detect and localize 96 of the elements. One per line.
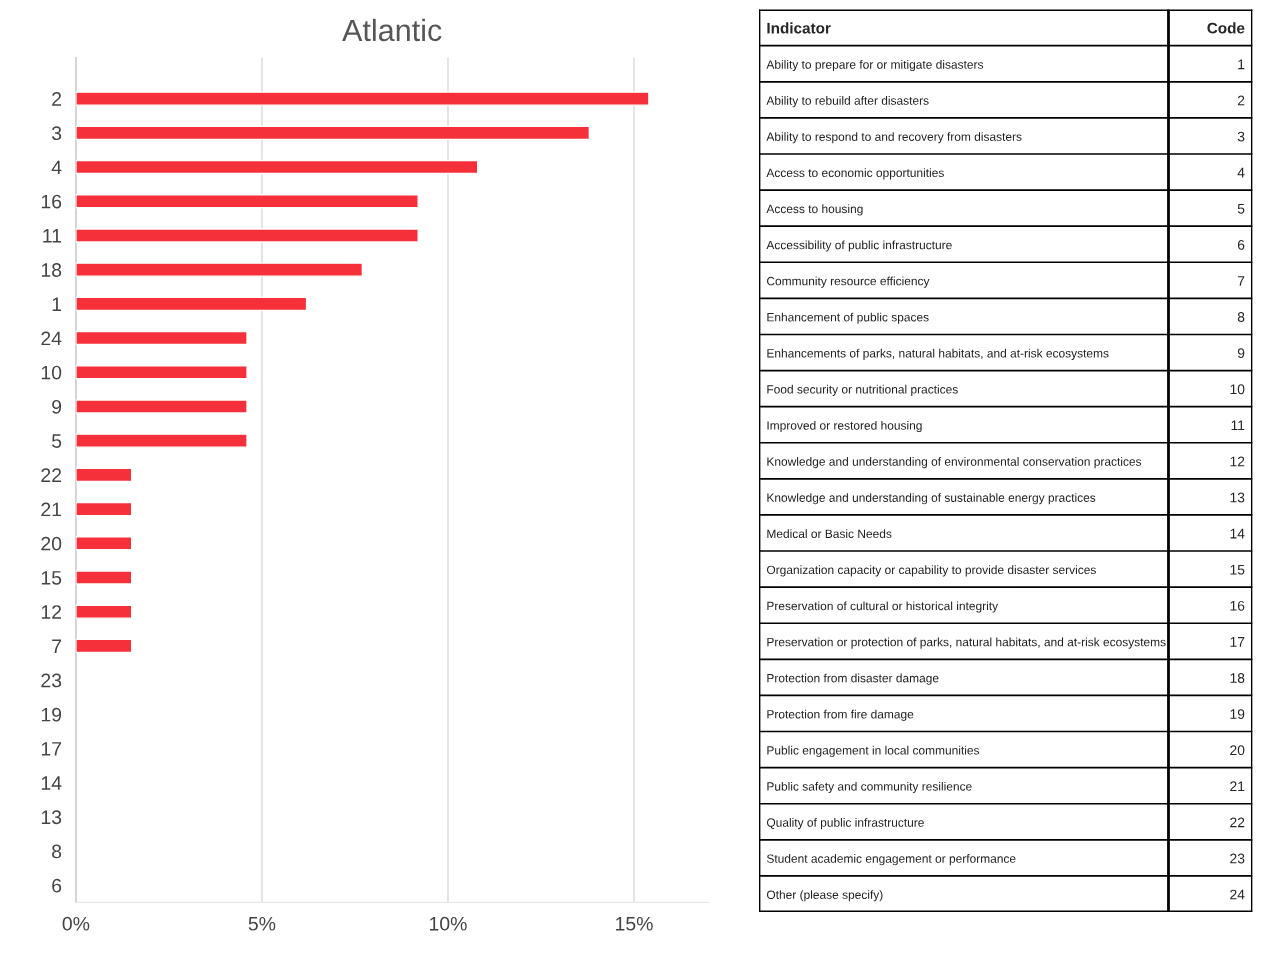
y-tick-label: 2 xyxy=(52,92,62,106)
bar xyxy=(75,91,650,106)
x-tick-label: 15% xyxy=(616,916,653,931)
data-label: 18 xyxy=(1230,673,1245,683)
data-label: 21 xyxy=(1230,781,1245,792)
category-label: Protection from disaster damage xyxy=(767,673,939,685)
y-tick-label: 1 xyxy=(52,297,62,311)
y-tick-label: 16 xyxy=(41,194,62,209)
chart-title: Atlantic xyxy=(342,18,442,42)
x-tick-label: 10% xyxy=(429,916,467,931)
y-tick-label: 10 xyxy=(41,365,62,380)
category-label: Organization capacity or capability to provide disaster services xyxy=(766,565,1096,577)
bar xyxy=(75,467,133,483)
data-label: 3 xyxy=(1237,131,1245,142)
y-tick-label: 19 xyxy=(41,707,62,722)
bar xyxy=(75,604,133,619)
category-label: Other (please specify) xyxy=(766,890,883,902)
data-label: 19 xyxy=(1230,709,1245,720)
bar xyxy=(75,433,248,448)
data-label: 15 xyxy=(1230,564,1245,575)
data-label: 2 xyxy=(1237,95,1245,106)
bar xyxy=(75,536,133,551)
bar xyxy=(75,296,308,312)
category-label: Ability to respond to and recovery from disasters xyxy=(766,132,1022,144)
y-tick-label: 18 xyxy=(41,263,62,277)
bar xyxy=(75,330,248,346)
data-label: 22 xyxy=(1230,817,1245,828)
category-label: Access to economic opportunities xyxy=(766,168,944,180)
category-label: Student academic engagement or performance xyxy=(766,854,1016,866)
category-label: Quality of public infrastructure xyxy=(766,818,924,830)
data-label: 24 xyxy=(1230,889,1245,900)
category-label: Access to housing xyxy=(766,204,863,216)
bar xyxy=(75,228,419,243)
y-tick-label: 9 xyxy=(52,399,62,414)
category-label: Protection from fire damage xyxy=(767,709,914,721)
y-tick-label: 8 xyxy=(52,844,62,859)
y-tick-label: 3 xyxy=(51,126,62,141)
data-label: 4 xyxy=(1237,167,1245,178)
y-tick-label: 4 xyxy=(51,160,62,175)
category-label: Knowledge and understanding of sustainable energy practices xyxy=(767,493,1096,505)
data-label: 17 xyxy=(1230,637,1245,647)
data-label: 14 xyxy=(1230,528,1245,539)
category-label: Ability to rebuild after disasters xyxy=(766,96,929,108)
data-label: 8 xyxy=(1237,312,1245,322)
data-label: 16 xyxy=(1230,600,1245,611)
y-tick-label: 15 xyxy=(41,571,62,585)
data-label: 6 xyxy=(1237,239,1245,250)
bar xyxy=(75,501,133,517)
bar xyxy=(75,638,133,654)
text: Indicator xyxy=(767,22,831,34)
category-label: Medical or Basic Needs xyxy=(767,529,892,538)
data-label: 10 xyxy=(1230,384,1245,395)
category-label: Food security or nutritional practices xyxy=(767,384,958,396)
data-label: 1 xyxy=(1238,59,1245,70)
bar xyxy=(75,125,591,141)
bar xyxy=(75,399,248,414)
category-label: Preservation of cultural or historical integrity xyxy=(767,601,999,613)
bar xyxy=(75,194,419,209)
data-label: 5 xyxy=(1237,203,1245,214)
data-label: 23 xyxy=(1230,853,1245,864)
data-label: 20 xyxy=(1230,745,1245,756)
y-tick-label: 13 xyxy=(41,810,62,825)
y-tick-label: 17 xyxy=(41,742,62,756)
y-tick-label: 6 xyxy=(52,878,62,893)
y-tick-label: 11 xyxy=(43,229,62,243)
y-tick-label: 14 xyxy=(41,776,62,790)
y-tick-label: 21 xyxy=(41,502,62,517)
x-tick-label: 5% xyxy=(248,916,276,931)
data-label: 9 xyxy=(1237,348,1245,359)
category-label: Public safety and community resilience xyxy=(767,781,972,794)
y-tick-label: 20 xyxy=(41,536,62,551)
bar xyxy=(75,159,479,175)
category-label: Enhancement of public spaces xyxy=(767,312,929,324)
category-label: Accessibility of public infrastructure xyxy=(766,240,952,252)
data-label: 7 xyxy=(1237,276,1245,286)
y-tick-label: 12 xyxy=(41,605,62,619)
y-tick-label: 7 xyxy=(52,639,62,653)
bar xyxy=(75,365,248,380)
category-label: Ability to prepare for or mitigate disasters xyxy=(766,59,984,72)
x-tick-label: 0% xyxy=(62,916,90,931)
data-label: 11 xyxy=(1231,420,1245,431)
text: Code xyxy=(1207,22,1245,34)
bar xyxy=(75,262,364,277)
y-tick-label: 23 xyxy=(41,673,62,688)
category-label: Community resource efficiency xyxy=(767,276,930,288)
category-label: Enhancements of parks, natural habitats, and at-risk ecosystems xyxy=(767,348,1109,360)
data-label: 13 xyxy=(1230,492,1245,503)
category-label: Public engagement in local communities xyxy=(767,745,980,757)
category-label: Knowledge and understanding of environmental conservation practices xyxy=(767,457,1142,469)
bar xyxy=(75,570,133,585)
data-label: 12 xyxy=(1230,456,1245,467)
category-label: Preservation or protection of parks, natural habitats, and at-risk ecosystems xyxy=(767,637,1166,649)
y-tick-label: 22 xyxy=(41,468,62,482)
y-tick-label: 24 xyxy=(41,331,62,346)
y-tick-label: 5 xyxy=(51,434,62,448)
category-label: Improved or restored housing xyxy=(767,420,922,433)
